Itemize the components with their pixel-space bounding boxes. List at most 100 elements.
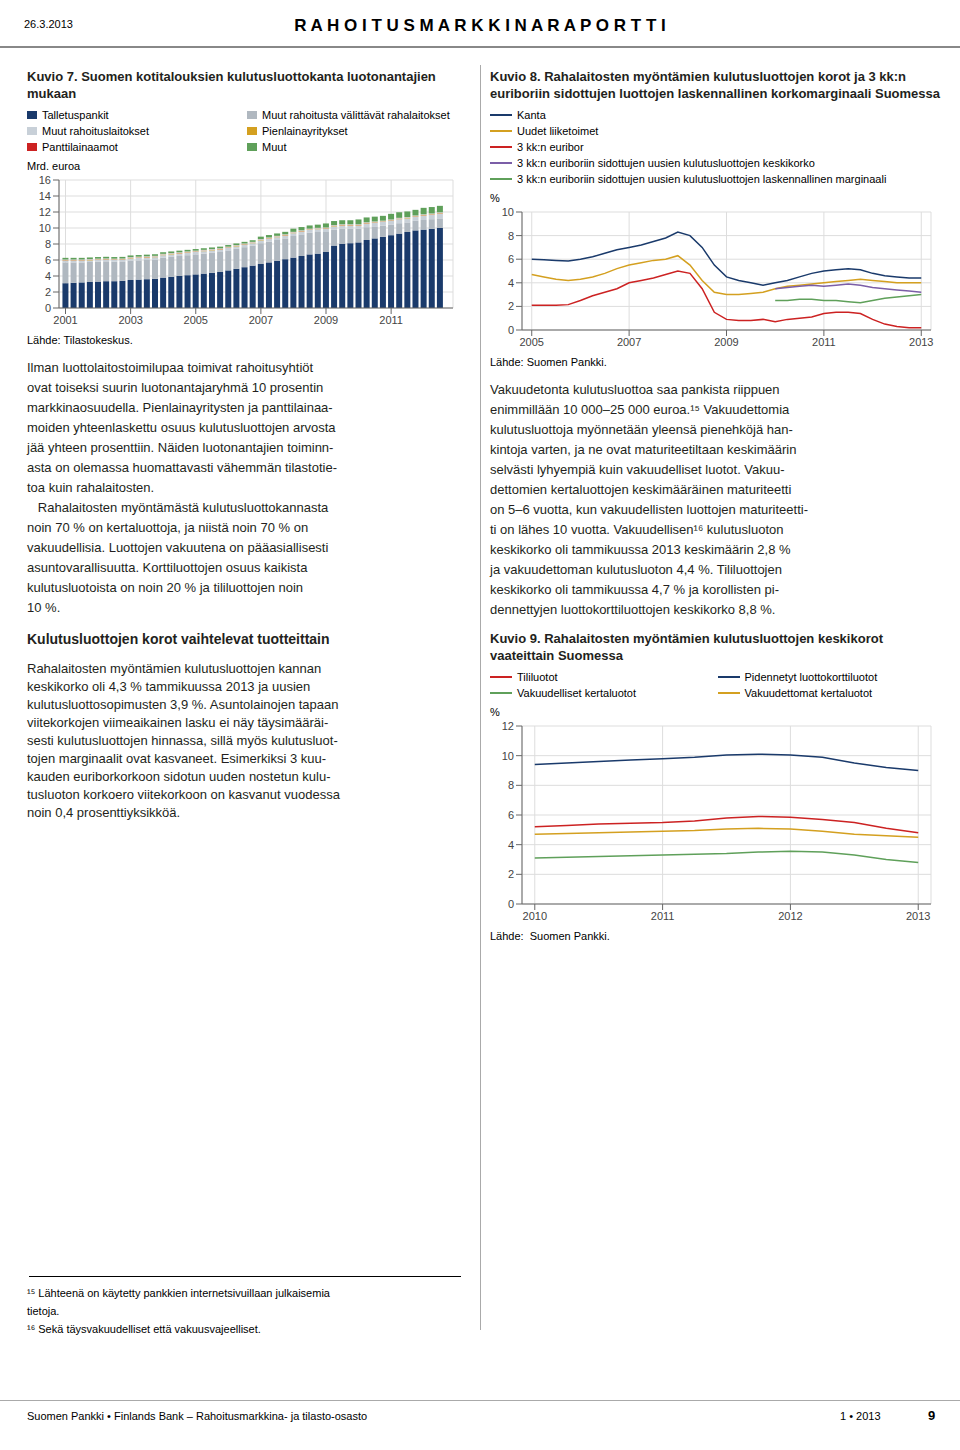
html-text:26.3.2013: 26.3.2013	[24, 18, 73, 30]
svg-text:4: 4	[508, 839, 514, 851]
html-text:keskikorko oli tammikuussa 4,7: keskikorko oli tammikuussa 4,7 % ja koro…	[490, 582, 779, 597]
html-text:Rahalaitosten myöntämästä kulu: Rahalaitosten myöntämästä kulutusluottok…	[27, 500, 329, 515]
html-text:Kuvio 7. Suomen kotitalouksien: Kuvio 7. Suomen kotitalouksien kulutuslu…	[27, 69, 436, 101]
html-text:noin 70 % on kertaluottoja, ja: noin 70 % on kertaluottoja, ja niistä no…	[27, 520, 309, 535]
html-text:enimmillään 10 000–25 000 euro: enimmillään 10 000–25 000 euroa.¹⁵ Vakuu…	[490, 402, 790, 417]
svg-text:0: 0	[508, 898, 514, 910]
html-text:Kuvio 8. Rahalaitosten myöntäm: Kuvio 8. Rahalaitosten myöntämien kulutu…	[490, 69, 940, 101]
svg-text:2012: 2012	[778, 910, 802, 922]
html-text:Lähde: Tilastokeskus.: Lähde: Tilastokeskus.	[27, 334, 133, 346]
svg-text:2: 2	[508, 300, 514, 312]
html-text:asta on olemassa huomattavasti: asta on olemassa huomattavasti vähemmän …	[27, 460, 337, 475]
svg-text:0: 0	[45, 302, 51, 314]
svg-text:2013: 2013	[909, 336, 933, 348]
svg-text:2003: 2003	[118, 314, 142, 326]
html-text:Muut rahoitusta välittävät rah: Muut rahoitusta välittävät rahalaitokset	[262, 109, 450, 121]
svg-text:2005: 2005	[184, 314, 208, 326]
svg-text:10: 10	[39, 222, 51, 234]
html-text:¹⁵ Lähteenä on käytetty pankki: ¹⁵ Lähteenä on käytetty pankkien interne…	[27, 1287, 330, 1299]
html-text:asuntovarallisuutta. Korttiluo: asuntovarallisuutta. Korttiluottojen osu…	[27, 560, 308, 575]
html-text:Panttilainaamot: Panttilainaamot	[42, 141, 118, 153]
svg-text:16: 16	[39, 174, 51, 186]
html-text:ovat toiseksi suurin luotonant: ovat toiseksi suurin luotonantajaryhmä 1…	[27, 380, 324, 395]
html-text:¹⁶ Sekä täysvakuudelliset että: ¹⁶ Sekä täysvakuudelliset että vakuusvaj…	[27, 1323, 261, 1335]
svg-text:8: 8	[508, 230, 514, 242]
html-text:Mrd. euroa: Mrd. euroa	[27, 160, 81, 172]
html-text:ja vakuudettoman kulutusluoton: ja vakuudettoman kulutusluoton 4,4 %. Ti…	[490, 562, 782, 577]
svg-text:6: 6	[45, 254, 51, 266]
svg-text:8: 8	[508, 779, 514, 791]
html-text:Lähde: Suomen Pankki.: Lähde: Suomen Pankki.	[490, 356, 607, 368]
html-text:kulutusluotoista on noin 20 %: kulutusluotoista on noin 20 % ja tililuo…	[27, 580, 304, 595]
svg-text:2005: 2005	[519, 336, 543, 348]
svg-text:4: 4	[508, 277, 514, 289]
html-text:Muut rahoituslaitokset: Muut rahoituslaitokset	[42, 125, 149, 137]
html-text:Lähde: Suomen Pankki.: Lähde: Suomen Pankki.	[490, 930, 610, 942]
svg-text:12: 12	[39, 206, 51, 218]
html-text:3 kk:n euriboriin sidottujen u: 3 kk:n euriboriin sidottujen uusien kulu…	[517, 173, 887, 185]
svg-text:2013: 2013	[906, 910, 930, 922]
svg-text:2011: 2011	[379, 314, 403, 326]
svg-text:2010: 2010	[523, 910, 547, 922]
svg-text:0: 0	[508, 324, 514, 336]
html-text:Uudet liiketoimet: Uudet liiketoimet	[517, 125, 599, 137]
svg-text:14: 14	[39, 190, 51, 202]
html-text:on 5–6 vuotta, kun vakuudellis: on 5–6 vuotta, kun vakuudellisten luotto…	[490, 502, 808, 517]
html-text:tojen marginaalit ovat kasvane: tojen marginaalit ovat kasvaneet. Esimer…	[27, 751, 327, 766]
html-text:Pidennetyt luottokorttiluotot: Pidennetyt luottokorttiluotot	[744, 671, 878, 683]
html-text:kauden euriborkorkoon sidotun: kauden euriborkorkoon sidotun uuden nost…	[27, 769, 331, 784]
html-text:kulutusluottosopimusten 3,9 %.: kulutusluottosopimusten 3,9 %. Asuntolai…	[27, 697, 339, 712]
svg-text:2: 2	[508, 868, 514, 880]
html-text:3 kk:n euribor: 3 kk:n euribor	[517, 141, 584, 153]
html-text:jää yhteen prosenttiin. Näiden: jää yhteen prosenttiin. Näiden luotonant…	[27, 440, 334, 455]
html-text:Kulutusluottojen korot vaihtel: Kulutusluottojen korot vaihtelevat tuott…	[27, 631, 330, 647]
svg-text:2007: 2007	[249, 314, 273, 326]
html-text:viitekorkojen viimeaikainen la: viitekorkojen viimeaikainen lasku ei näy…	[27, 715, 329, 730]
html-text:10 %.: 10 %.	[27, 600, 61, 615]
svg-text:2011: 2011	[812, 336, 836, 348]
svg-text:6: 6	[508, 809, 514, 821]
html-text:kulutusluottoja myönnetään yle: kulutusluottoja myönnetään yleensä piene…	[490, 422, 793, 437]
svg-text:8: 8	[45, 238, 51, 250]
html-text:sesti kulutusluottojen hinnass: sesti kulutusluottojen hinnassa, sillä m…	[27, 733, 338, 748]
html-text:moiden yhteenlaskettu osuus ku: moiden yhteenlaskettu osuus kulutusluott…	[27, 420, 336, 435]
html-text:Kuvio 9. Rahalaitosten myöntäm: Kuvio 9. Rahalaitosten myöntämien kulutu…	[490, 631, 883, 663]
svg-text:2007: 2007	[617, 336, 641, 348]
html-text:vakuudellisia. Luottojen vakuu: vakuudellisia. Luottojen vakuutena on pä…	[27, 540, 329, 555]
html-text:Kanta: Kanta	[517, 109, 546, 121]
svg-text:2009: 2009	[314, 314, 338, 326]
html-text:markkinaosuudella. Pienlainayr: markkinaosuudella. Pienlainayritysten ja…	[27, 400, 333, 415]
html-text:selvästi lyhyempiä kuin vakuud: selvästi lyhyempiä kuin vakuudelliset lu…	[490, 462, 785, 477]
html-text:ti on lähes 10 vuotta. Vakuude: ti on lähes 10 vuotta. Vakuudellisen¹⁶ k…	[490, 522, 784, 537]
html-text:keskikorko oli tammikuussa 201: keskikorko oli tammikuussa 2013 keskimää…	[490, 542, 791, 557]
html-text:toa kuin rahalaitosten.: toa kuin rahalaitosten.	[27, 480, 155, 495]
html-text:Tililuotot: Tililuotot	[517, 671, 558, 683]
html-text:tusluoton korkoero viitekorkoo: tusluoton korkoero viitekorkoon on kasva…	[27, 787, 340, 802]
svg-text:10: 10	[502, 206, 514, 218]
html-text:Suomen Pankki • Finlands Bank: Suomen Pankki • Finlands Bank – Rahoitus…	[27, 1410, 368, 1422]
svg-text:10: 10	[502, 750, 514, 762]
html-text:Muut: Muut	[262, 141, 287, 153]
svg-text:2001: 2001	[53, 314, 77, 326]
svg-text:2011: 2011	[651, 910, 675, 922]
html-text:tietoja.: tietoja.	[27, 1305, 60, 1317]
html-text:keskikorko oli 4,3 % tammikuus: keskikorko oli 4,3 % tammikuussa 2013 ja…	[27, 679, 311, 694]
svg-text:4: 4	[45, 270, 51, 282]
html-text:kintoja varten, ja ne ovat mat: kintoja varten, ja ne ovat maturiteetilt…	[490, 442, 797, 457]
html-text:R A H O I T U S M A R K K I N: R A H O I T U S M A R K K I N A R A P O …	[294, 16, 666, 35]
html-text:Vakuudetonta kulutusluottoa sa: Vakuudetonta kulutusluottoa saa pankista…	[490, 382, 780, 397]
html-text:Ilman luottolaitostoimilupaa t: Ilman luottolaitostoimilupaa toimivat ra…	[27, 360, 314, 375]
html-text:Pienlainayritykset: Pienlainayritykset	[262, 125, 348, 137]
svg-text:12: 12	[502, 720, 514, 732]
html-text:Talletuspankit: Talletuspankit	[42, 109, 109, 121]
svg-text:6: 6	[508, 253, 514, 265]
html-text:dennettyjen luottokorttiluotto: dennettyjen luottokorttiluottojen keskik…	[490, 602, 776, 617]
html-text:Vakuudelliset kertaluotot: Vakuudelliset kertaluotot	[517, 687, 636, 699]
html-text:3 kk:n euriboriin sidottujen u: 3 kk:n euriboriin sidottujen uusien kulu…	[517, 157, 815, 169]
html-text:noin 0,4 prosenttiyksikköä.: noin 0,4 prosenttiyksikköä.	[27, 805, 181, 820]
html-text:Vakuudettomat kertaluotot: Vakuudettomat kertaluotot	[744, 687, 873, 699]
svg-text:2: 2	[45, 286, 51, 298]
html-text:Rahalaitosten myöntämien kulut: Rahalaitosten myöntämien kulutusluottoje…	[27, 661, 322, 676]
svg-text:2009: 2009	[714, 336, 738, 348]
html-text:dettomien kertaluottojen keski: dettomien kertaluottojen keskimääräinen …	[490, 482, 792, 497]
